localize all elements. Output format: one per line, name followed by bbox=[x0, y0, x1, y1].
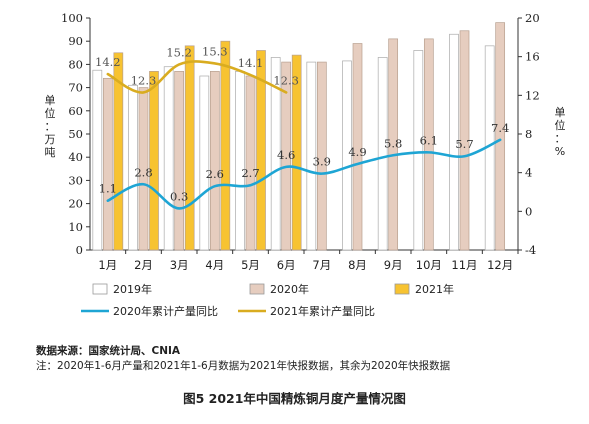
y-right-axis-title: 单位：% bbox=[555, 106, 566, 158]
y-right-tick-label: 4 bbox=[525, 166, 532, 180]
x-tick-label: 6月 bbox=[277, 258, 296, 272]
figure-caption: 图5 2021年中国精炼铜月度产量情况图 bbox=[183, 391, 406, 406]
x-tick-label: 3月 bbox=[170, 258, 189, 272]
y-left-tick-label: 80 bbox=[68, 57, 83, 71]
bar-2020 bbox=[174, 71, 185, 251]
line-series-2021-yoy bbox=[106, 60, 288, 94]
bar-2021 bbox=[184, 45, 195, 251]
y-right-tick-label: 8 bbox=[525, 127, 532, 141]
bar-2019 bbox=[128, 84, 138, 251]
legend-label: 2021年累计产量同比 bbox=[270, 304, 375, 318]
bar-2019 bbox=[377, 57, 388, 251]
y-right-tick-label: 16 bbox=[525, 50, 540, 64]
data-label: 1.1 bbox=[99, 182, 117, 196]
data-label: 12.3 bbox=[273, 73, 299, 87]
data-label: 3.9 bbox=[313, 155, 331, 169]
bar-2021 bbox=[220, 40, 231, 251]
legend-swatch bbox=[92, 283, 108, 295]
data-label: 4.6 bbox=[277, 148, 295, 162]
legend-swatch bbox=[394, 283, 410, 295]
data-label: 14.2 bbox=[95, 55, 121, 69]
y-left-axis-title: 单位：万吨 bbox=[45, 94, 56, 159]
bar-2020 bbox=[388, 38, 399, 251]
x-tick-label: 9月 bbox=[384, 258, 403, 272]
y-left-tick-label: 0 bbox=[76, 243, 83, 257]
x-tick-label: 4月 bbox=[205, 258, 224, 272]
y-left-tick-label: 10 bbox=[68, 220, 83, 234]
bar-2020 bbox=[316, 61, 327, 251]
x-tick-label: 1月 bbox=[98, 258, 117, 272]
bar-2020 bbox=[423, 38, 434, 251]
legend-label: 2020年 bbox=[270, 282, 309, 296]
x-tick-label: 12月 bbox=[487, 258, 513, 272]
x-tick-label: 10月 bbox=[416, 258, 442, 272]
bar-2019 bbox=[235, 71, 245, 251]
data-label: 2.8 bbox=[134, 165, 152, 179]
data-label: 0.3 bbox=[170, 189, 188, 203]
bar-2020 bbox=[495, 22, 506, 251]
x-tick-label: 7月 bbox=[312, 258, 331, 272]
y-left-tick-label: 50 bbox=[68, 127, 83, 141]
y-left-tick-label: 30 bbox=[68, 173, 83, 187]
bar-2021 bbox=[113, 52, 124, 251]
bar-2021 bbox=[291, 54, 302, 251]
legend-label: 2020年累计产量同比 bbox=[113, 304, 218, 318]
y-left-tick-label: 20 bbox=[68, 197, 83, 211]
data-label: 15.3 bbox=[202, 44, 228, 58]
data-source: 数据来源：国家统计局、CNIA bbox=[36, 345, 181, 357]
bar-2020 bbox=[352, 43, 363, 251]
bar-2020 bbox=[281, 61, 292, 251]
data-label: 6.1 bbox=[420, 133, 438, 147]
data-label: 5.7 bbox=[455, 137, 473, 151]
data-label: 15.2 bbox=[166, 45, 192, 59]
line-series-2020-yoy bbox=[106, 138, 502, 210]
bar-2019 bbox=[306, 61, 317, 251]
bar-2020 bbox=[459, 30, 470, 251]
data-label: 4.9 bbox=[348, 145, 366, 159]
bar-2019 bbox=[270, 57, 281, 251]
bar-2019 bbox=[163, 66, 174, 251]
y-left-tick-label: 60 bbox=[68, 104, 83, 118]
bar-2020 bbox=[138, 87, 149, 251]
data-label: 2.6 bbox=[206, 167, 224, 181]
bar-2020 bbox=[245, 75, 256, 251]
data-label: 7.4 bbox=[491, 121, 509, 135]
data-label: 5.8 bbox=[384, 136, 402, 150]
data-label: 2.7 bbox=[241, 166, 259, 180]
y-left-tick-label: 70 bbox=[68, 81, 83, 95]
legend-swatch bbox=[249, 283, 265, 295]
chart-note: 注：2020年1-6月产量和2021年1-6月数据为2021年快报数据，其余为2… bbox=[36, 360, 451, 372]
legend-label: 2019年 bbox=[113, 282, 152, 296]
data-label: 12.3 bbox=[131, 73, 157, 87]
bar-2019 bbox=[199, 75, 210, 251]
y-right-tick-label: -4 bbox=[525, 243, 536, 257]
legend-label: 2021年 bbox=[415, 282, 454, 296]
x-tick-label: 11月 bbox=[451, 258, 477, 272]
y-left-tick-label: 40 bbox=[68, 150, 83, 164]
x-tick-label: 5月 bbox=[241, 258, 260, 272]
bar-2019 bbox=[92, 69, 103, 251]
bar-2020 bbox=[102, 77, 113, 251]
bar-2020 bbox=[209, 71, 220, 251]
data-label: 14.1 bbox=[238, 56, 264, 70]
y-left-tick-label: 100 bbox=[61, 11, 83, 25]
y-left-tick-label: 90 bbox=[68, 34, 83, 48]
y-right-tick-label: 20 bbox=[525, 11, 540, 25]
x-tick-label: 8月 bbox=[348, 258, 367, 272]
chart: 0 10 20 30 40 50 60 70 80 90 100 -4 0 4 8 12 16 20 1月 2月 3月 4… bbox=[45, 11, 566, 318]
bar-2021 bbox=[256, 50, 266, 251]
bar-2019 bbox=[449, 33, 459, 251]
x-tick-label: 2月 bbox=[134, 258, 153, 272]
y-right-tick-label: 12 bbox=[525, 88, 540, 102]
y-right-tick-label: 0 bbox=[525, 204, 532, 218]
bar-2021 bbox=[149, 71, 159, 251]
bar-2019 bbox=[342, 60, 352, 251]
bar-2019 bbox=[413, 50, 424, 251]
